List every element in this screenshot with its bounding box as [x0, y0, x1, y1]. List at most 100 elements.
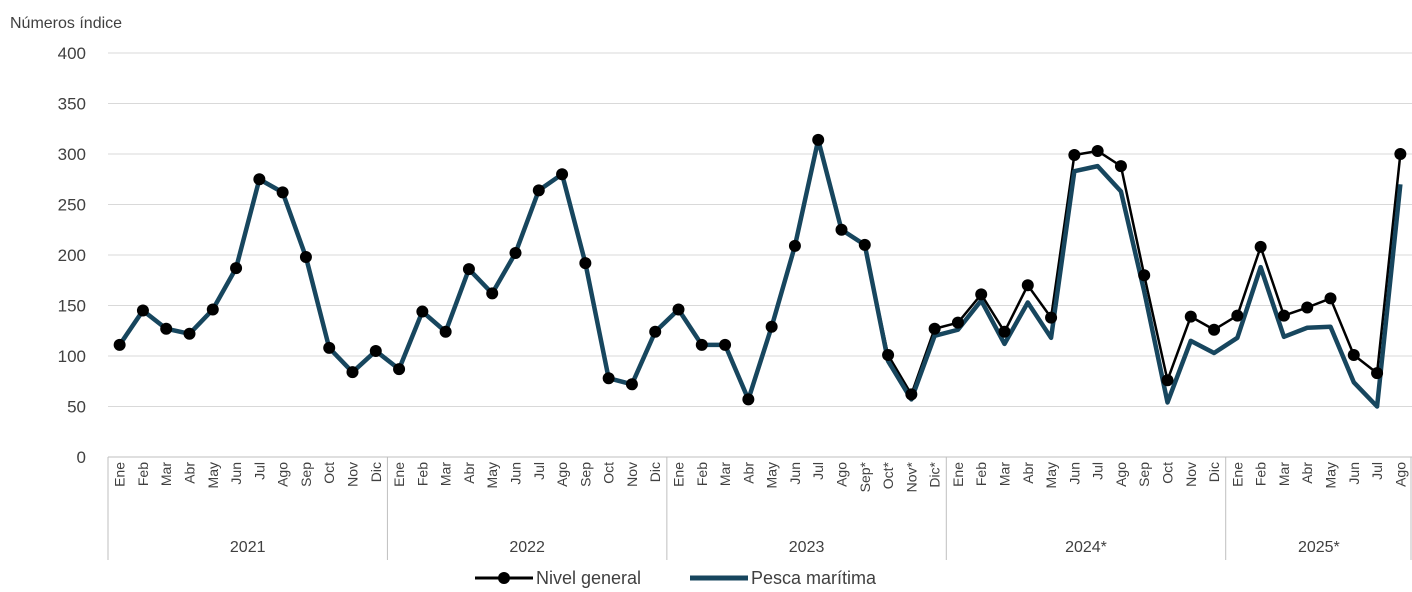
x-tick-label: Dic*	[927, 461, 943, 487]
x-tick-label: Sep*	[857, 461, 873, 492]
x-tick-label: Abr	[461, 462, 477, 484]
data-point-nivel-general	[439, 325, 452, 338]
data-point-nivel-general	[556, 168, 569, 181]
data-point-nivel-general	[905, 388, 918, 401]
data-point-nivel-general	[625, 378, 638, 391]
data-point-nivel-general	[113, 338, 126, 351]
data-point-nivel-general	[1045, 311, 1058, 324]
data-point-nivel-general	[1068, 149, 1081, 162]
data-point-nivel-general	[812, 133, 825, 146]
x-tick-label: Jun	[228, 462, 244, 485]
x-tick-label: Dic	[368, 462, 384, 482]
x-tick-label: Nov*	[903, 461, 919, 492]
data-point-nivel-general	[1208, 323, 1221, 336]
x-tick-label: Abr	[1020, 462, 1036, 484]
data-point-nivel-general	[788, 239, 801, 252]
x-tick-label: Jul	[251, 462, 267, 480]
x-tick-label: Jul	[531, 462, 547, 480]
data-point-nivel-general	[1231, 309, 1244, 322]
y-axis-ticks: 0 50 100 150 200 250 300 350 400	[58, 44, 86, 467]
x-tick-label: May	[1043, 462, 1059, 488]
year-label: 2025*	[1298, 539, 1340, 556]
x-tick-label: Dic	[1206, 462, 1222, 482]
x-tick-label: Nov	[345, 462, 361, 487]
y-tick-label: 150	[58, 297, 86, 316]
y-tick-label: 300	[58, 145, 86, 164]
data-point-nivel-general	[136, 304, 149, 317]
data-point-nivel-general	[858, 238, 871, 251]
x-tick-label: Mar	[997, 462, 1013, 486]
data-point-nivel-general	[160, 322, 173, 335]
data-point-nivel-general	[1277, 309, 1290, 322]
x-tick-label: May	[205, 462, 221, 488]
data-point-nivel-general	[369, 344, 382, 357]
x-tick-label: Mar	[438, 462, 454, 486]
y-tick-label: 400	[58, 44, 86, 63]
x-tick-label: Abr	[740, 462, 756, 484]
data-point-nivel-general	[1394, 148, 1407, 160]
data-point-nivel-general	[230, 262, 243, 275]
y-axis-label: Números índice	[10, 15, 122, 32]
x-tick-label: Jun	[1066, 462, 1082, 485]
x-tick-label: Mar	[717, 462, 733, 486]
x-tick-label: Feb	[694, 462, 710, 486]
data-point-nivel-general	[672, 303, 685, 316]
x-tick-label: Oct	[321, 462, 337, 484]
data-point-nivel-general	[928, 322, 941, 335]
data-point-nivel-general	[323, 341, 336, 354]
x-tick-label: Abr	[182, 462, 198, 484]
x-tick-label: Feb	[414, 462, 430, 486]
data-point-nivel-general	[462, 263, 475, 276]
data-point-nivel-general	[1254, 240, 1267, 253]
x-tick-label: Feb	[1253, 462, 1269, 486]
data-point-nivel-general	[416, 305, 429, 318]
data-point-nivel-general	[1114, 160, 1127, 173]
x-tick-label: Sep	[1136, 462, 1152, 487]
year-label: 2024*	[1065, 539, 1107, 556]
data-point-nivel-general	[1161, 374, 1174, 387]
data-point-nivel-general	[253, 173, 266, 186]
year-label: 2021	[230, 539, 266, 556]
data-point-nivel-general	[346, 366, 359, 379]
data-point-nivel-general	[998, 325, 1011, 338]
data-point-nivel-general	[276, 186, 289, 199]
data-point-nivel-general	[532, 184, 545, 197]
gridlines	[108, 52, 1412, 458]
data-point-nivel-general	[1371, 367, 1384, 380]
x-tick-label: Feb	[973, 462, 989, 486]
x-tick-label: Sep	[577, 462, 593, 487]
data-point-nivel-general	[1301, 301, 1314, 314]
y-tick-label: 200	[58, 246, 86, 265]
x-axis: Ene Feb Mar Abr May Jun Jul Ago Sep Oct Nov Dic Ene F…	[107, 457, 1412, 560]
x-tick-label: Jun	[1346, 462, 1362, 485]
legend-label-pesca-maritima: Pesca marítima	[751, 568, 877, 588]
x-tick-label: Ene	[112, 462, 128, 487]
x-tick-label: Ene	[391, 462, 407, 487]
data-point-nivel-general	[695, 338, 708, 351]
data-point-nivel-general	[1091, 144, 1104, 157]
y-tick-label: 0	[77, 448, 86, 467]
data-point-nivel-general	[1347, 348, 1360, 361]
x-tick-label: Oct	[601, 462, 617, 484]
data-point-nivel-general	[719, 338, 732, 351]
x-tick-label: Ene	[1229, 462, 1245, 487]
data-point-nivel-general	[1138, 269, 1151, 282]
data-point-nivel-general	[742, 393, 755, 406]
x-tick-label: Ago	[554, 462, 570, 487]
y-tick-label: 50	[67, 398, 86, 417]
x-tick-label: Ago	[1113, 462, 1129, 487]
x-tick-label: Jul	[810, 462, 826, 480]
series-layer	[113, 133, 1407, 409]
data-point-nivel-general	[835, 223, 848, 236]
x-tick-label: May	[1323, 462, 1339, 488]
x-tick-label: Abr	[1299, 462, 1315, 484]
x-tick-label: May	[764, 462, 780, 488]
data-point-nivel-general	[649, 325, 662, 338]
year-label: 2022	[509, 539, 545, 556]
legend: Nivel general Pesca marítima	[475, 568, 877, 588]
x-tick-label: Feb	[135, 462, 151, 486]
data-point-nivel-general	[579, 257, 592, 270]
data-point-nivel-general	[951, 316, 964, 329]
data-point-nivel-general	[486, 287, 499, 300]
